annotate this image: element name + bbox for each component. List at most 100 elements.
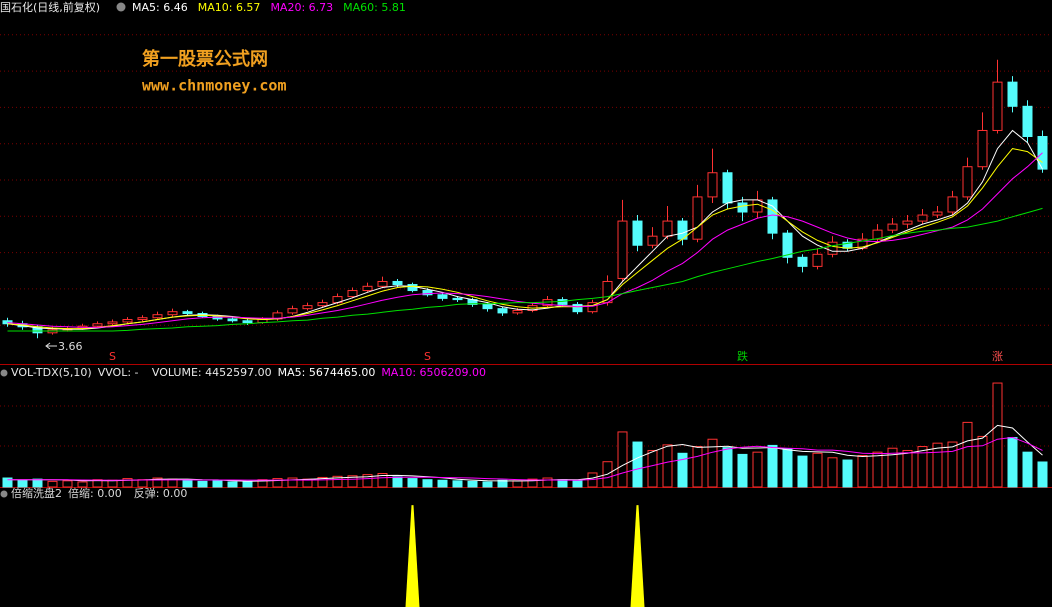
legend-value: 5674465.00 xyxy=(309,366,375,379)
close-icon[interactable] xyxy=(116,2,126,12)
candle-body xyxy=(1007,81,1018,107)
signal-label: S xyxy=(424,350,431,363)
panel-title: 倍缩洗盘2 xyxy=(11,486,62,500)
chart-title: 国石化(日线,前复权) xyxy=(0,0,100,14)
candle-body xyxy=(512,309,523,314)
candle-body xyxy=(107,321,118,325)
volume-bar xyxy=(317,476,328,488)
candle-body xyxy=(482,303,493,310)
legend-name: MA5 xyxy=(132,1,156,14)
candle-body xyxy=(617,220,628,279)
volume-bar xyxy=(347,475,358,488)
candle-body xyxy=(287,308,298,314)
volume-bar xyxy=(497,479,508,488)
volume-bar xyxy=(887,447,898,488)
candle-body xyxy=(632,220,643,246)
volume-bar xyxy=(32,478,43,488)
low-arrow-head xyxy=(45,342,51,350)
candle-body xyxy=(242,320,253,324)
legend-name: MA5 xyxy=(278,366,302,379)
volume-bar xyxy=(692,446,703,488)
volume-bar xyxy=(422,479,433,488)
signal-label: S xyxy=(109,350,116,363)
panel-title: VOL-TDX(5,10) xyxy=(11,366,92,379)
volume-bar xyxy=(362,474,373,488)
volume-bar xyxy=(137,479,148,488)
candle-body xyxy=(407,283,418,292)
candle-body xyxy=(722,172,733,204)
panel-icon[interactable] xyxy=(0,369,8,377)
volume-bar xyxy=(482,481,493,488)
candle-body xyxy=(947,196,958,213)
volume-bar xyxy=(197,480,208,488)
panel-header: VOL-TDX(5,10) VVOL: - VOLUME: 4452597.00 MA… xyxy=(11,366,486,379)
candle-body xyxy=(422,290,433,296)
candle-body xyxy=(347,290,358,298)
volume-bar xyxy=(2,477,13,488)
volume-ma-line xyxy=(7,436,1043,481)
candle-body xyxy=(497,308,508,314)
candle-body xyxy=(152,314,163,319)
separator: : xyxy=(229,1,236,14)
volume-bar xyxy=(977,435,988,488)
volume-bar xyxy=(842,459,853,488)
volume-bar xyxy=(857,455,868,488)
volume-bar xyxy=(797,455,808,488)
volume-bar xyxy=(992,382,1003,488)
volume-bar xyxy=(152,477,163,488)
legend-name: VOLUME xyxy=(152,366,198,379)
candle-body xyxy=(182,311,193,314)
separator: : xyxy=(156,487,163,500)
volume-bar xyxy=(722,447,733,488)
watermark: 第一股票公式网 xyxy=(142,48,268,70)
volume-bar xyxy=(827,457,838,488)
volume-bar xyxy=(122,478,133,488)
volume-bar xyxy=(932,442,943,488)
volume-bar xyxy=(242,480,253,488)
candle-body xyxy=(452,297,463,301)
candle-body xyxy=(362,285,373,292)
volume-bar xyxy=(1007,437,1018,488)
signal-label: 涨 xyxy=(992,350,1003,363)
legend-value: 4452597.00 xyxy=(205,366,271,379)
volume-bar xyxy=(947,441,958,488)
panel-header: 倍缩洗盘2 倍缩: 0.00 反弹: 0.00 xyxy=(11,486,187,500)
legend-value: 6.46 xyxy=(163,1,188,14)
legend-name: MA20 xyxy=(270,1,301,14)
legend-name: MA60 xyxy=(343,1,374,14)
candle-body xyxy=(737,202,748,213)
legend-value: 6.57 xyxy=(236,1,261,14)
volume-bar xyxy=(572,480,583,488)
ma-line xyxy=(7,148,1043,330)
volume-bar xyxy=(767,444,778,488)
volume-bar xyxy=(902,449,913,488)
candle-body xyxy=(227,318,238,322)
signal-label: 跌 xyxy=(737,349,748,363)
volume-bar xyxy=(632,441,643,488)
volume-bar xyxy=(17,479,28,488)
candle-body xyxy=(122,319,133,323)
volume-bar xyxy=(752,451,763,488)
volume-bar xyxy=(527,478,538,488)
volume-bar xyxy=(1037,461,1048,488)
volume-bar xyxy=(1022,451,1033,488)
volume-bar xyxy=(662,444,673,488)
volume-bar xyxy=(872,451,883,488)
volume-bar xyxy=(62,480,73,488)
candle-body xyxy=(572,303,583,313)
legend-value: 0.00 xyxy=(97,487,122,500)
panel-icon[interactable] xyxy=(0,490,8,498)
volume-bar xyxy=(917,446,928,488)
candle-body xyxy=(977,129,988,168)
candle-body xyxy=(1022,105,1033,138)
legend-value: 6506209.00 xyxy=(420,366,486,379)
volume-bar xyxy=(392,476,403,488)
candle-body xyxy=(767,199,778,234)
volume-bar xyxy=(677,452,688,488)
volume-bar xyxy=(512,480,523,488)
panel-header: 国石化(日线,前复权) xyxy=(0,0,100,14)
legend-name: MA10 xyxy=(198,1,229,14)
volume-ma-line xyxy=(7,424,1043,482)
volume-bar xyxy=(182,479,193,488)
volume-bar xyxy=(407,478,418,488)
